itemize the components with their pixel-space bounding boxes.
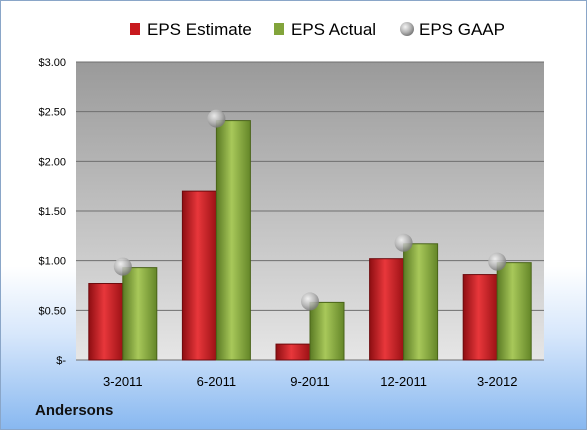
y-tick-label: $0.50 xyxy=(38,305,66,317)
eps-actual-bar xyxy=(215,120,251,361)
eps-actual-bar xyxy=(496,262,532,361)
y-tick-label: $1.00 xyxy=(38,256,66,268)
company-name: Andersons xyxy=(35,402,114,419)
x-tick-label: 3-2011 xyxy=(103,374,143,389)
eps-estimate-bar xyxy=(369,258,405,361)
eps-gaap-point xyxy=(488,252,507,271)
eps-estimate-bar xyxy=(181,190,217,361)
legend-swatch xyxy=(130,23,140,35)
legend-eps-gaap: EPS GAAP xyxy=(400,20,505,39)
eps-gaap-point xyxy=(394,233,413,252)
eps-actual-bar xyxy=(403,243,439,361)
eps-gaap-point xyxy=(113,257,132,276)
x-tick-label: 9-2011 xyxy=(290,374,330,389)
legend-eps-estimate: EPS Estimate xyxy=(130,20,252,39)
eps-estimate-bar xyxy=(88,283,124,361)
eps-estimate-bar xyxy=(275,343,311,361)
y-tick-label: $2.00 xyxy=(38,156,66,168)
x-tick-label: 12-2011 xyxy=(380,374,427,389)
y-tick-label: $3.00 xyxy=(38,57,66,69)
legend-label: EPS GAAP xyxy=(419,20,505,39)
eps-gaap-point xyxy=(207,109,226,128)
y-tick-label: $2.50 xyxy=(38,107,66,119)
legend-marker xyxy=(400,22,414,36)
y-tick-label: $- xyxy=(56,355,66,367)
x-tick-label: 3-2012 xyxy=(477,374,517,389)
eps-gaap-point xyxy=(301,292,319,311)
eps-actual-bar xyxy=(122,267,158,361)
legend-eps-actual: EPS Actual xyxy=(274,20,376,39)
legend-label: EPS Actual xyxy=(291,20,376,39)
x-tick-label: 6-2011 xyxy=(197,374,237,389)
legend-swatch xyxy=(274,23,284,35)
eps-estimate-bar xyxy=(462,274,498,361)
legend-label: EPS Estimate xyxy=(147,20,252,39)
y-tick-label: $1.50 xyxy=(38,206,66,218)
eps-actual-bar xyxy=(309,301,345,361)
